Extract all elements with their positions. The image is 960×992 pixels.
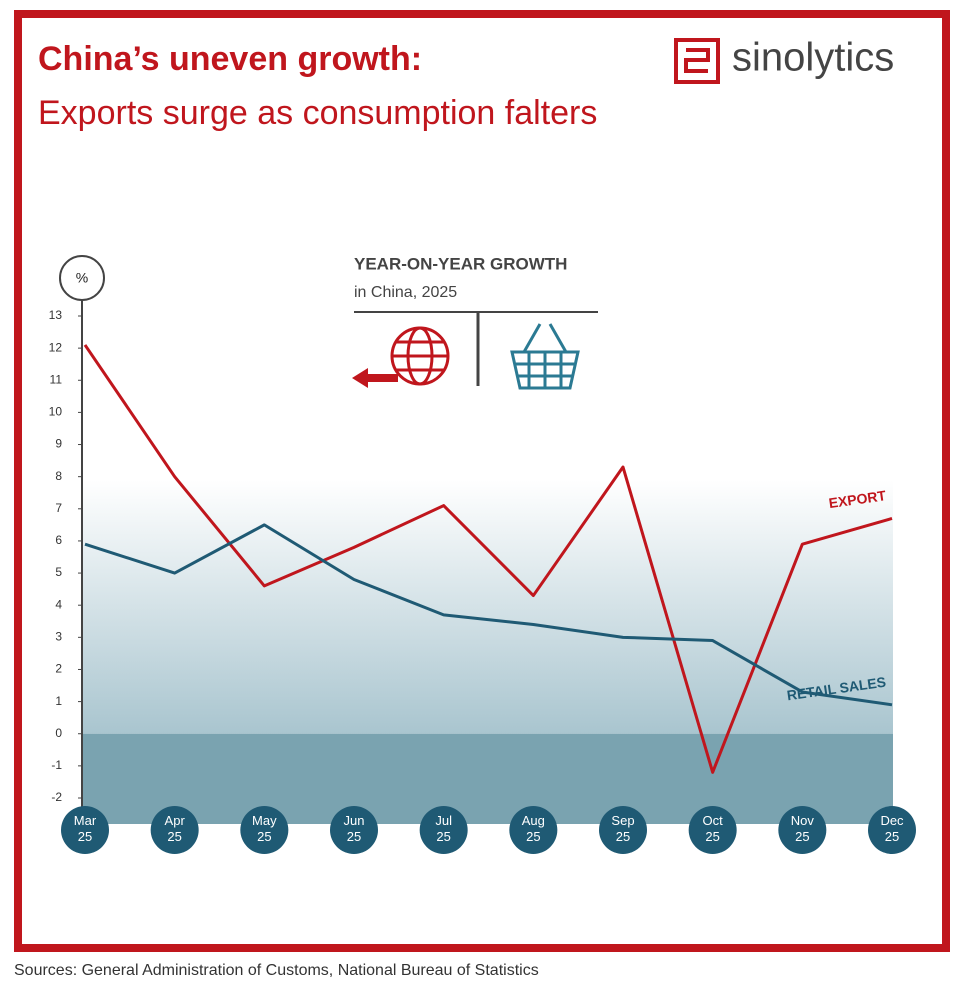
y-tick-label: -1 [51, 758, 62, 772]
x-tick-badge [419, 806, 468, 854]
y-tick-label: 4 [55, 597, 62, 611]
logo-icon [674, 38, 720, 84]
source: Sources: General Administration of Custo… [14, 962, 539, 979]
x-tick-badge [509, 806, 558, 854]
y-tick-label: 10 [49, 405, 63, 419]
chart-title: China’s uneven growth: [38, 40, 423, 78]
x-tick-badge [240, 806, 289, 854]
y-tick-label: 11 [50, 372, 63, 386]
y-tick-label: 2 [55, 662, 62, 676]
y-tick-label: 12 [49, 340, 63, 354]
x-tick-badge [778, 806, 827, 854]
x-tick-badge [868, 806, 916, 854]
y-tick-label: 7 [55, 501, 62, 515]
x-tick-badge [150, 806, 199, 854]
y-unit: % [76, 270, 88, 286]
legend-title: YEAR-ON-YEAR GROWTH [354, 254, 567, 273]
x-tick-label: Oct 25 [703, 813, 724, 844]
y-tick-label: 9 [55, 437, 62, 451]
y-tick-label: -2 [51, 790, 62, 804]
x-tick-label: Jun 25 [344, 813, 365, 844]
legend-subtitle: in China, 2025 [354, 284, 457, 301]
y-tick-label: 3 [55, 630, 62, 644]
y-tick-label: 8 [55, 469, 62, 483]
background-gradient [83, 480, 893, 734]
background-negative [83, 733, 893, 824]
x-tick-label: Dec 25 [880, 813, 904, 844]
y-tick-label: 13 [49, 308, 63, 322]
x-tick-label: Mar 25 [74, 813, 97, 844]
unit-circle [59, 255, 105, 301]
y-tick-label: 6 [55, 533, 62, 547]
title-block: China’s uneven growth: Exports surge as … [38, 32, 638, 140]
x-tick-badge [61, 806, 109, 854]
y-tick-label: 1 [55, 694, 62, 708]
series-label: EXPORT [828, 487, 888, 511]
line [83, 344, 893, 774]
x-tick-badge [599, 806, 647, 854]
brand: sinolytics [732, 36, 894, 80]
x-tick-label: Sep 25 [611, 813, 634, 844]
basket-icon [510, 323, 580, 390]
x-tick-label: Jul 25 [435, 813, 452, 844]
x-tick-label: Aug 25 [522, 813, 545, 844]
chart-subtitle: Exports surge as consumption falters [38, 94, 598, 132]
x-tick-label: Apr 25 [165, 813, 186, 844]
x-tick-label: May 25 [252, 813, 277, 844]
y-tick-label: 5 [55, 565, 62, 579]
globe-icon [352, 326, 450, 388]
line [84, 523, 893, 707]
x-tick-label: Nov 25 [791, 813, 815, 844]
y-tick-label: 0 [55, 726, 62, 740]
x-tick-badge [688, 806, 737, 854]
x-tick-badge [330, 806, 378, 854]
